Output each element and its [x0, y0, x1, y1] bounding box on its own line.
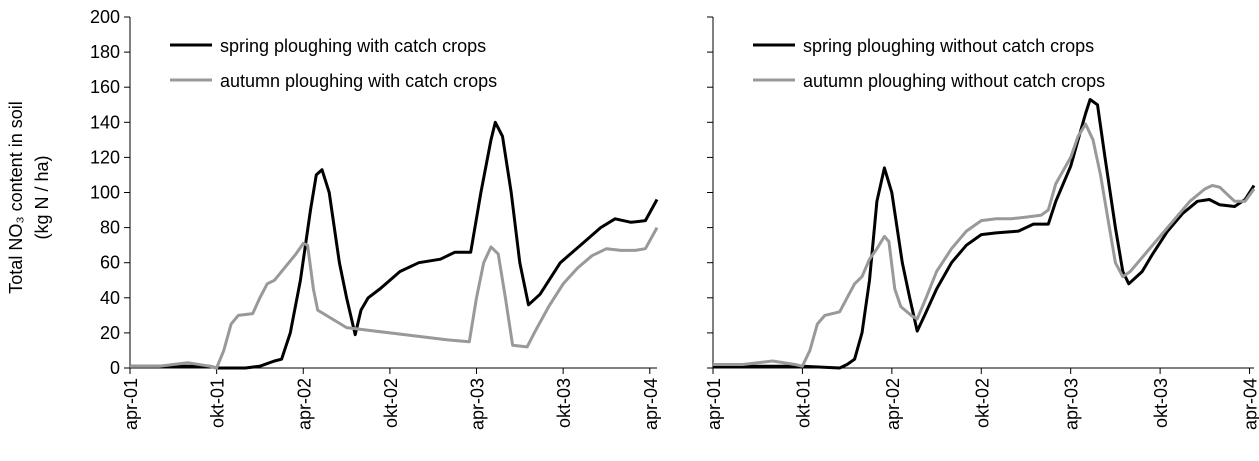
x-tick-label: okt-03 — [1151, 378, 1171, 428]
x-tick-label: apr-04 — [641, 378, 661, 430]
x-tick-label: okt-02 — [972, 378, 992, 428]
y-tick-label: 40 — [100, 288, 120, 308]
data-line — [130, 120, 659, 370]
y-tick-label: 200 — [90, 7, 120, 27]
y-tick-label: 160 — [90, 77, 120, 97]
x-tick-label: okt-03 — [554, 378, 574, 428]
x-tick-label: apr-03 — [1062, 378, 1082, 430]
x-tick-label: apr-03 — [468, 378, 488, 430]
y-tick-label: 60 — [100, 253, 120, 273]
y-tick-label: 140 — [90, 112, 120, 132]
x-tick-label: okt-01 — [793, 378, 813, 428]
x-tick-label: apr-04 — [1241, 378, 1259, 430]
y-tick-label: 0 — [110, 358, 120, 378]
x-tick-label: okt-02 — [381, 378, 401, 428]
y-axis-label: (kg N / ha) — [32, 155, 52, 239]
data-line — [713, 98, 1256, 370]
y-tick-label: 20 — [100, 323, 120, 343]
x-tick-label: okt-01 — [208, 378, 228, 428]
y-tick-label: 180 — [90, 42, 120, 62]
legend-label: autumn ploughing without catch crops — [803, 71, 1105, 91]
legend-label: autumn ploughing with catch crops — [220, 71, 497, 91]
x-tick-label: apr-02 — [294, 378, 314, 430]
legend-label: spring ploughing without catch crops — [803, 36, 1094, 56]
data-line — [713, 122, 1256, 368]
y-tick-label: 120 — [90, 147, 120, 167]
data-line — [130, 226, 659, 370]
y-axis-label: Total NO₃ content in soil — [6, 101, 26, 293]
x-tick-label: apr-02 — [883, 378, 903, 430]
x-tick-label: apr-01 — [121, 378, 141, 430]
y-tick-label: 100 — [90, 183, 120, 203]
x-tick-label: apr-01 — [704, 378, 724, 430]
legend-label: spring ploughing with catch crops — [220, 36, 486, 56]
y-tick-label: 80 — [100, 218, 120, 238]
